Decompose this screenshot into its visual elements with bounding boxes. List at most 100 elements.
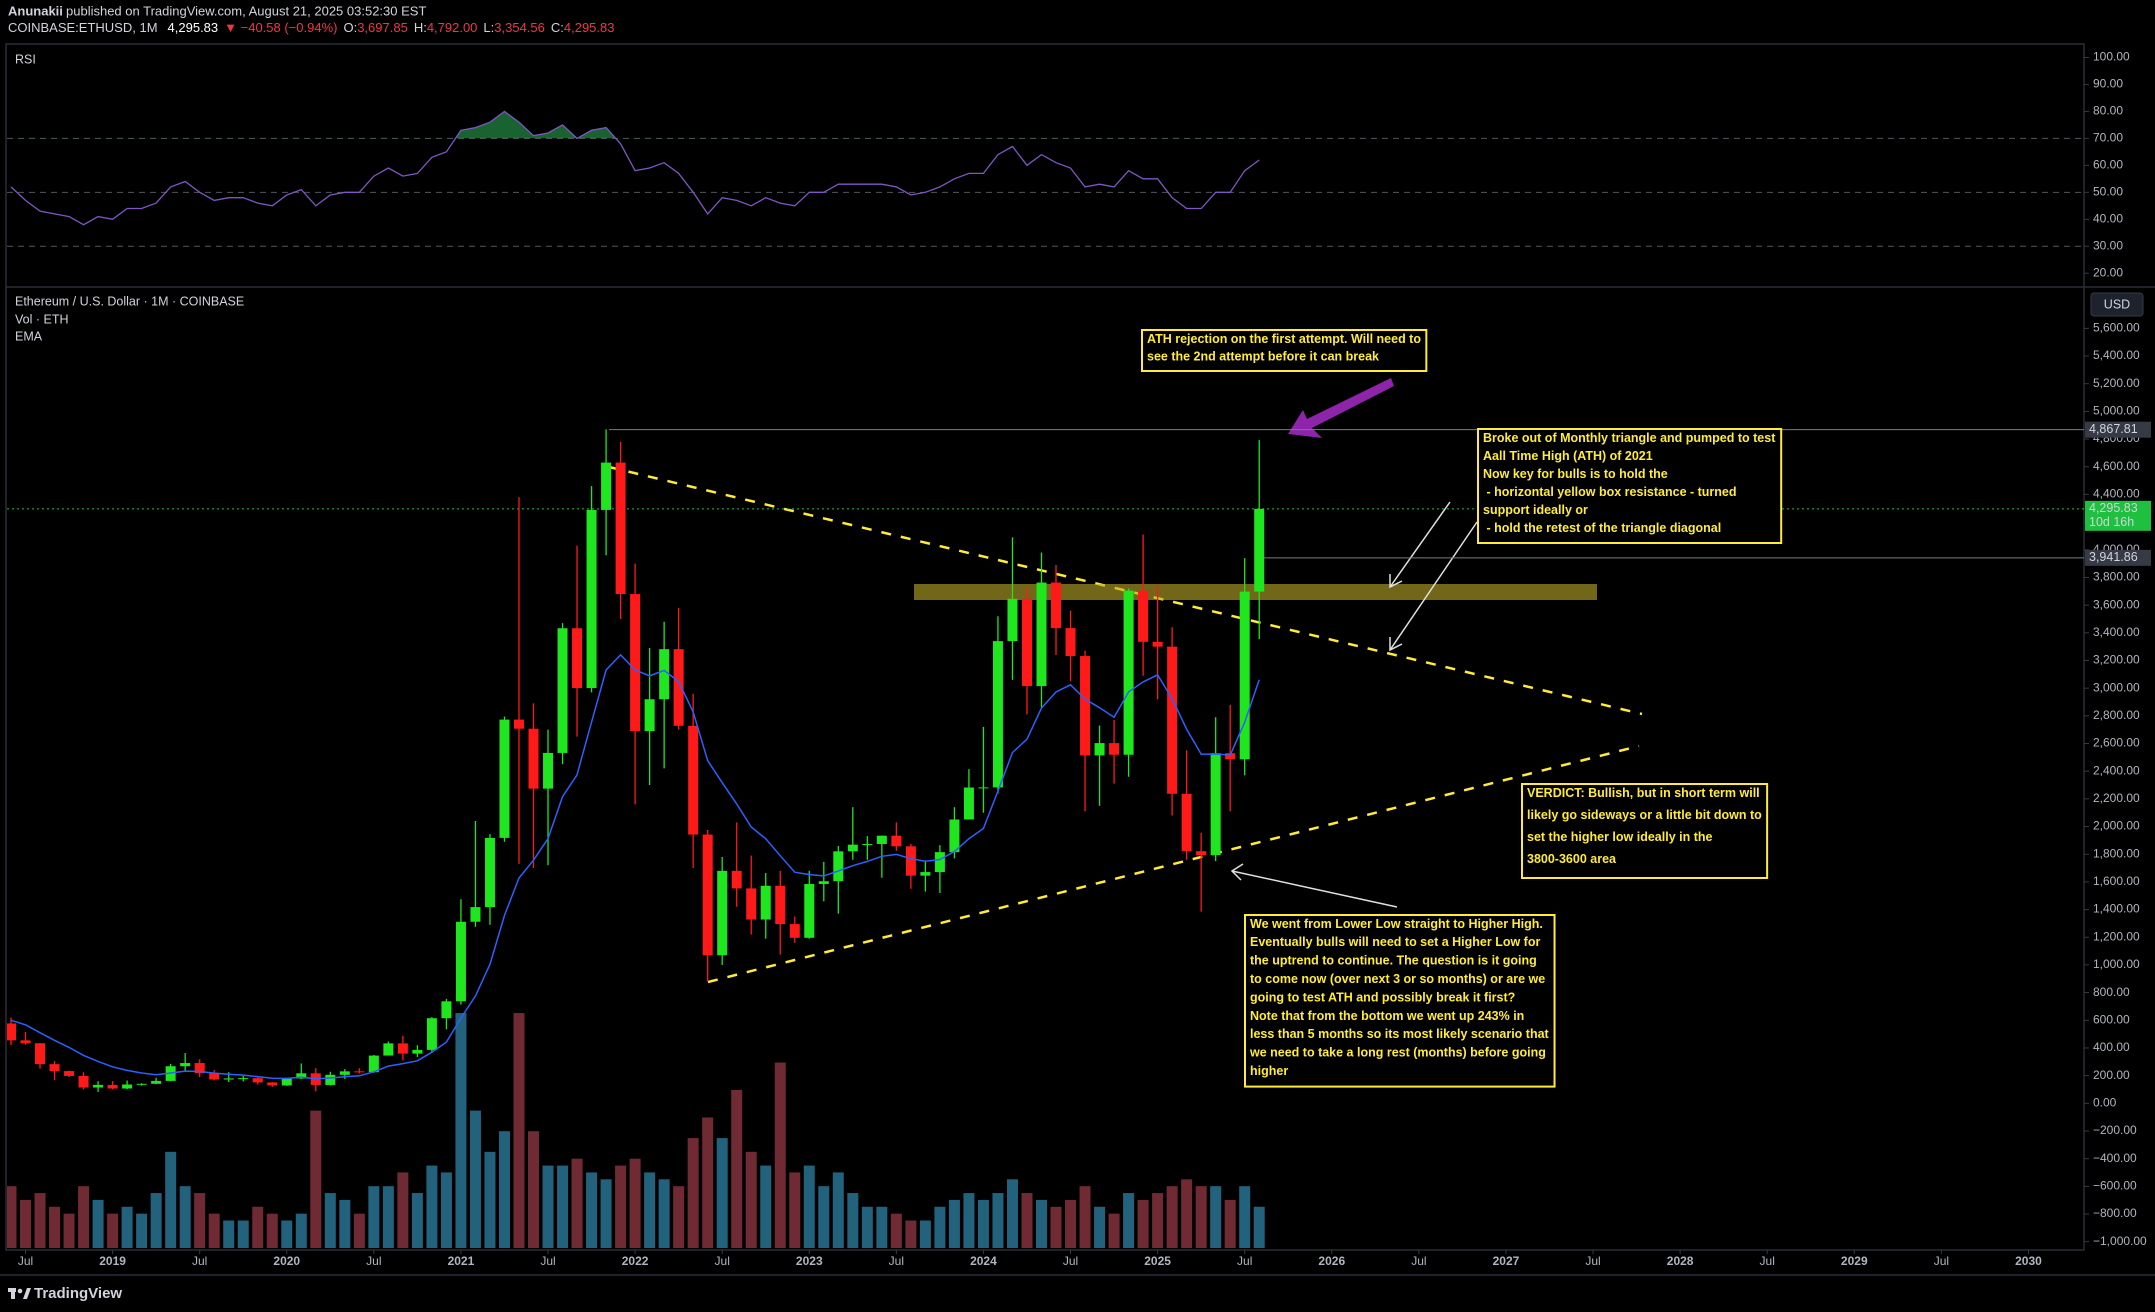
volume-bar (34, 1193, 46, 1248)
y-tick-label: 2,600.00 (2093, 736, 2140, 750)
volume-bar (484, 1151, 496, 1248)
y-tick-label: 3,200.00 (2093, 653, 2140, 667)
volume-bar (658, 1179, 670, 1248)
candle-body (296, 1073, 307, 1079)
volume-bar (629, 1158, 641, 1248)
y-tick-label: 4,400.00 (2093, 487, 2140, 501)
candle-body (789, 924, 800, 938)
series (7, 429, 1265, 1248)
volume-bar (107, 1213, 119, 1248)
volume-bar (1036, 1199, 1047, 1248)
annotation-line: we need to take a long rest (months) bef… (1249, 1046, 1546, 1060)
volume-bar (673, 1186, 685, 1248)
candle-body (963, 787, 974, 820)
candle-body (775, 885, 786, 925)
volume-bar (49, 1206, 61, 1248)
volume-bar (63, 1213, 75, 1248)
volume-bar (92, 1199, 104, 1248)
y-tick-label: 4,600.00 (2093, 459, 2140, 473)
volume-bar (1152, 1193, 1164, 1248)
legend-item: Vol · ETH (15, 312, 69, 326)
currency-button[interactable] (2090, 292, 2144, 317)
y-tick-label: 600.00 (2093, 1012, 2130, 1026)
volume-bar (789, 1172, 801, 1248)
x-tick-label: 2029 (1841, 1254, 1868, 1268)
y-tick-label: −200.00 (2093, 1123, 2137, 1137)
rsi-tick-label: 100.00 (2093, 50, 2130, 64)
candle-body (804, 883, 815, 938)
volume-bar (223, 1220, 235, 1248)
candle-body (934, 852, 945, 873)
candle-body (920, 872, 931, 876)
x-tick-label: 2028 (1667, 1254, 1694, 1268)
logo-mark (17, 1288, 23, 1294)
candle-body (151, 1080, 162, 1084)
annotation-box (1477, 428, 1783, 544)
ohlc-label: H: (414, 20, 427, 35)
volume-bar (600, 1179, 612, 1248)
annotation-line: Aall Time High (ATH) of 2021 (1483, 449, 1653, 463)
annotation-line: likely go sideways or a little bit down … (1527, 808, 1762, 822)
candle-body (238, 1078, 249, 1080)
published: published on TradingView.com, August 21,… (66, 3, 426, 18)
volume-bar (1079, 1186, 1091, 1248)
chart-title: Ethereum / U.S. Dollar · 1M · COINBASE (15, 294, 244, 308)
purple-arrow (1288, 378, 1394, 438)
candle-body (862, 843, 873, 845)
candle-body (1036, 582, 1047, 687)
rsi-title: RSI (15, 52, 36, 66)
annotation-line: - hold the retest of the triangle diagon… (1483, 521, 1721, 535)
y-tick-label: 0.00 (2093, 1095, 2117, 1109)
volume-bar (702, 1117, 714, 1248)
symbol-line: COINBASE:ETHUSD, 1M 4,295.83 ▼ −40.58 (−0.… (8, 20, 614, 35)
candle-body (122, 1084, 133, 1089)
candle-body (78, 1075, 89, 1088)
candle-body (412, 1049, 423, 1054)
ohlc-value: 4,792.00 (427, 20, 478, 35)
volume-bar (281, 1220, 293, 1248)
x-tick-label: 2030 (2015, 1254, 2042, 1268)
volume-bar (266, 1213, 278, 1248)
annotation-line: the uptrend to continue. The question is… (1250, 954, 1537, 968)
candle-body (107, 1084, 118, 1089)
volume-bar (1021, 1193, 1033, 1248)
y-tick-label: 2,200.00 (2093, 791, 2140, 805)
symbol: COINBASE:ETHUSD, 1M (8, 20, 158, 35)
x-tick-label: 2023 (796, 1254, 823, 1268)
candle-body (484, 837, 495, 908)
volume-bar (1166, 1186, 1178, 1248)
y-tick-label: 400.00 (2093, 1040, 2130, 1054)
y-tick-label: 3,400.00 (2093, 625, 2140, 639)
y-tick-label: −800.00 (2093, 1206, 2137, 1220)
y-tick-label: 800.00 (2093, 985, 2130, 999)
volume-bar (716, 1138, 728, 1248)
candle-body (49, 1064, 60, 1072)
candle-body (64, 1071, 75, 1076)
annotation-line: ATH rejection on the first attempt. Will… (1147, 332, 1421, 346)
candle-body (1109, 743, 1120, 755)
currency[interactable]: USD (2104, 297, 2130, 311)
volume-bar (136, 1213, 148, 1248)
y-tick-label: 1,200.00 (2093, 929, 2140, 943)
candle-body (688, 725, 699, 835)
volume-bar (1253, 1206, 1265, 1248)
candle-body (586, 509, 597, 689)
volume-bar (469, 1110, 481, 1248)
candle-body (470, 907, 481, 922)
candle-body (833, 851, 844, 882)
rsi-tick-label: 20.00 (2093, 265, 2123, 279)
volume-bar (397, 1172, 409, 1248)
candle-body (702, 834, 713, 956)
candle-body (93, 1084, 104, 1088)
candle-body (136, 1083, 147, 1085)
volume-bar (687, 1138, 699, 1248)
x-tick-label: 2019 (99, 1254, 126, 1268)
y-tick-label: 1,800.00 (2093, 846, 2140, 860)
annotation-line: 3800-3600 area (1527, 852, 1617, 866)
candle-body (1210, 753, 1221, 856)
annotation-line: - horizontal yellow box resistance - tur… (1483, 485, 1737, 499)
y-tick-label: 1,600.00 (2093, 874, 2140, 888)
annotation-box (1521, 783, 1769, 879)
